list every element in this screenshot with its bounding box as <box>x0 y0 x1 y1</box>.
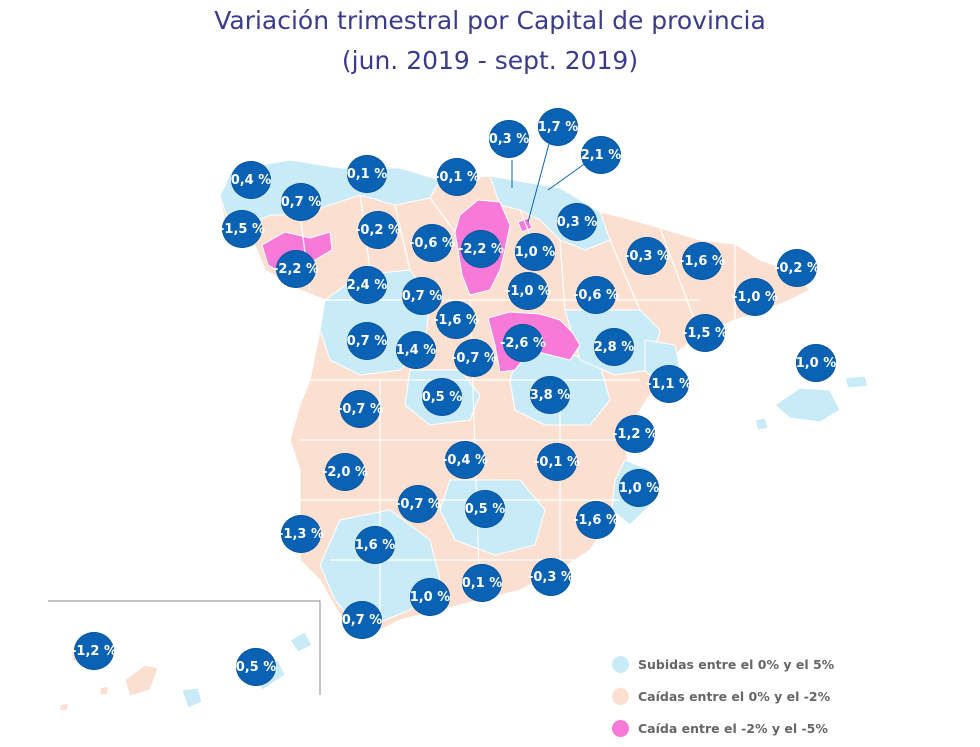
value-bubble: -0,1 % <box>534 443 580 481</box>
map-subtitle: (jun. 2019 - sept. 2019) <box>341 46 639 75</box>
island-ibiza <box>754 417 769 431</box>
island-hierro <box>59 702 69 712</box>
callout-line <box>527 139 551 223</box>
value-bubble: -1,1 % <box>646 365 692 403</box>
island-mallorca <box>774 387 841 423</box>
legend-label: Caídas entre el 0% y el -2% <box>638 688 831 704</box>
value-bubble: -0,2 % <box>774 249 820 287</box>
value-bubble: -1,2 % <box>71 632 117 670</box>
island-menorca <box>844 375 869 389</box>
legend-item-rise: Subidas entre el 0% y el 5% <box>612 648 834 680</box>
value-bubble: -0,6 % <box>409 224 455 262</box>
value-bubble: 1,0 % <box>796 344 836 382</box>
legend-swatch <box>612 687 629 705</box>
value-bubble: 2,4 % <box>347 266 387 304</box>
value-bubble: 0,7 % <box>347 322 387 360</box>
island-tenerife <box>124 664 159 697</box>
value-bubble: 2,1 % <box>581 136 621 174</box>
value-bubble: 0,5 % <box>236 648 276 686</box>
value-bubble: 1,0 % <box>410 578 450 616</box>
island-lanzarote <box>289 631 313 653</box>
legend-label: Subidas entre el 0% y el 5% <box>638 656 835 672</box>
value-bubble: -0,1 % <box>434 158 480 196</box>
value-bubble: 1,0 % <box>515 233 555 271</box>
portugal-edge <box>120 292 170 300</box>
canary-inset-frame <box>48 600 321 695</box>
balearic-islands <box>754 375 869 431</box>
value-bubble: -2,2 % <box>273 250 319 288</box>
value-bubble: -0,3 % <box>624 237 670 275</box>
value-bubble: 0,3 % <box>557 203 597 241</box>
legend-item-fall-large: Caída entre el -2% y el -5% <box>612 712 834 744</box>
legend-item-fall-small: Caídas entre el 0% y el -2% <box>612 680 834 712</box>
value-bubble: 1,0 % <box>619 469 659 507</box>
value-bubble: -1,5 % <box>219 210 265 248</box>
value-bubble: 3,8 % <box>530 376 570 414</box>
value-bubble: -2,6 % <box>500 324 546 362</box>
value-bubble: -2,2 % <box>458 230 504 268</box>
value-bubble: 0,3 % <box>489 120 529 158</box>
value-bubble: 1,4 % <box>396 331 436 369</box>
value-bubble: -0,7 % <box>451 339 497 377</box>
value-bubble: -1,6 % <box>679 242 725 280</box>
value-bubble: -0,6 % <box>573 276 619 314</box>
value-bubble: 0,7 % <box>281 183 321 221</box>
value-bubble: -1,3 % <box>278 515 324 553</box>
value-bubble: -1,0 % <box>505 272 551 310</box>
value-bubble: -1,2 % <box>612 415 658 453</box>
legend-swatch <box>612 655 629 673</box>
value-bubble: -0,7 % <box>395 485 441 523</box>
value-bubble: -0,4 % <box>442 441 488 479</box>
value-bubble: 0,7 % <box>342 601 382 639</box>
value-bubble: 0,1 % <box>462 564 502 602</box>
value-bubble: -1,6 % <box>433 301 479 339</box>
value-bubble: 0,5 % <box>422 378 462 416</box>
value-bubble: 0,7 % <box>402 277 442 315</box>
value-bubble: 0,1 % <box>347 155 387 193</box>
legend: Subidas entre el 0% y el 5% Caídas entre… <box>612 648 834 744</box>
value-bubble: 0,5 % <box>465 490 505 528</box>
value-bubble: 1,7 % <box>538 108 578 146</box>
value-bubble: 1,6 % <box>355 526 395 564</box>
island-gran-canaria <box>181 687 203 709</box>
value-bubble: -0,3 % <box>528 558 574 596</box>
value-bubble: -1,6 % <box>573 501 619 539</box>
value-bubble: 2,8 % <box>594 328 634 366</box>
value-bubble: -0,2 % <box>355 211 401 249</box>
map-title: Variación trimestral por Capital de prov… <box>214 6 766 35</box>
value-bubble: -2,0 % <box>322 453 368 491</box>
legend-swatch <box>612 719 629 737</box>
value-bubble: -1,0 % <box>732 278 778 316</box>
value-bubble: -0,7 % <box>337 390 383 428</box>
island-gomera <box>99 685 109 696</box>
value-bubble: 0,4 % <box>231 161 271 199</box>
value-bubble: -1,5 % <box>682 314 728 352</box>
legend-label: Caída entre el -2% y el -5% <box>638 720 828 736</box>
